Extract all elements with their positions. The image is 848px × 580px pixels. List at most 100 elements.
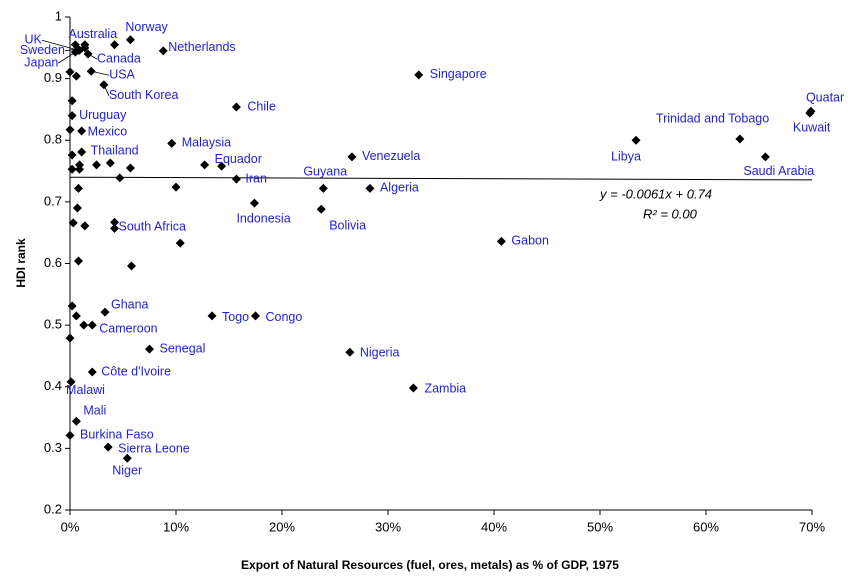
y-tick-label: 0.4 — [44, 378, 62, 393]
point — [345, 347, 355, 357]
point — [65, 67, 75, 77]
point — [175, 238, 185, 248]
point — [200, 160, 210, 170]
point — [217, 161, 227, 171]
y-axis-title: HDI rank — [14, 238, 28, 288]
point — [318, 183, 328, 193]
point — [158, 46, 168, 56]
point — [73, 256, 83, 266]
leader-line — [91, 70, 110, 76]
point-label: Algeria — [380, 181, 419, 195]
point-label: Iran — [245, 171, 267, 185]
x-tick-label: 60% — [693, 519, 719, 534]
point-label: Netherlands — [168, 40, 235, 54]
point — [231, 102, 241, 112]
point-label: Gabon — [511, 234, 549, 248]
point-label: Uruguay — [79, 108, 127, 122]
x-tick-label: 0% — [61, 519, 80, 534]
point — [207, 311, 217, 321]
point — [110, 217, 120, 227]
point — [231, 174, 241, 184]
leader-line — [103, 84, 110, 96]
point-label: Burkina Faso — [80, 428, 154, 442]
point-label: Sweden — [20, 43, 65, 57]
point — [77, 147, 87, 157]
point — [71, 71, 81, 81]
point-label: Mexico — [88, 124, 128, 138]
point-label: Senegal — [160, 341, 206, 355]
y-tick-label: 0.5 — [44, 317, 62, 332]
point-label: Guyana — [303, 165, 347, 179]
point-label: Chile — [247, 99, 276, 113]
point-label: Equador — [215, 152, 262, 166]
point — [125, 35, 135, 45]
point — [408, 383, 418, 393]
point — [126, 261, 136, 271]
trendline — [69, 176, 813, 181]
point-label: Malawi — [66, 383, 105, 397]
point-label: Sierra Leone — [118, 441, 190, 455]
point — [365, 183, 375, 193]
point — [316, 204, 326, 214]
point-label: Singapore — [430, 67, 487, 81]
point — [735, 134, 745, 144]
point — [167, 138, 177, 148]
point — [122, 453, 132, 463]
point-label: USA — [109, 68, 135, 82]
y-tick-label: 0.9 — [44, 70, 62, 85]
point — [65, 430, 75, 440]
point-label: Quatar — [806, 91, 844, 105]
point — [496, 236, 506, 246]
x-tick-label: 40% — [481, 519, 507, 534]
point — [171, 182, 181, 192]
point-label: Nigeria — [360, 346, 400, 360]
point-label: Saudi Arabia — [743, 164, 814, 178]
point — [67, 301, 77, 311]
point-label: Cameroon — [99, 321, 157, 335]
point-label: South Africa — [119, 220, 186, 234]
x-tick-label: 50% — [587, 519, 613, 534]
point-label: Thailand — [91, 143, 139, 157]
point — [631, 135, 641, 145]
point — [67, 111, 77, 121]
point — [110, 40, 120, 50]
point — [760, 152, 770, 162]
point — [79, 320, 89, 330]
point — [72, 203, 82, 213]
point — [105, 158, 115, 168]
point-label: Ghana — [111, 297, 149, 311]
y-tick-label: 0.8 — [44, 132, 62, 147]
x-tick-label: 70% — [799, 519, 825, 534]
point — [68, 218, 78, 228]
point-label: Congo — [266, 310, 303, 324]
y-tick-label: 0.3 — [44, 440, 62, 455]
point-label: Bolivia — [329, 219, 366, 233]
leader-line — [58, 51, 76, 64]
point-label: Kuwait — [793, 120, 831, 134]
point-label: Malaysia — [182, 136, 231, 150]
point — [67, 96, 77, 106]
leader-line — [64, 47, 85, 52]
point-label: South Korea — [109, 88, 179, 102]
point-label: Libya — [611, 150, 641, 164]
point — [103, 442, 113, 452]
point-label: Zambia — [424, 381, 466, 395]
point-label: UK — [24, 33, 42, 47]
point — [145, 344, 154, 354]
point-label: Norway — [125, 20, 168, 34]
point — [115, 173, 125, 183]
point-label: Trinidad and Tobago — [656, 111, 769, 125]
point-label: Venezuela — [362, 149, 420, 163]
leader-line — [87, 53, 98, 60]
y-tick-label: 0.6 — [44, 255, 62, 270]
x-tick-label: 30% — [375, 519, 401, 534]
point — [80, 40, 90, 50]
y-tick-label: 0.2 — [44, 501, 62, 516]
point — [66, 377, 76, 387]
point — [80, 221, 90, 231]
point — [125, 163, 135, 173]
point — [71, 416, 81, 426]
point-label: Togo — [222, 310, 249, 324]
